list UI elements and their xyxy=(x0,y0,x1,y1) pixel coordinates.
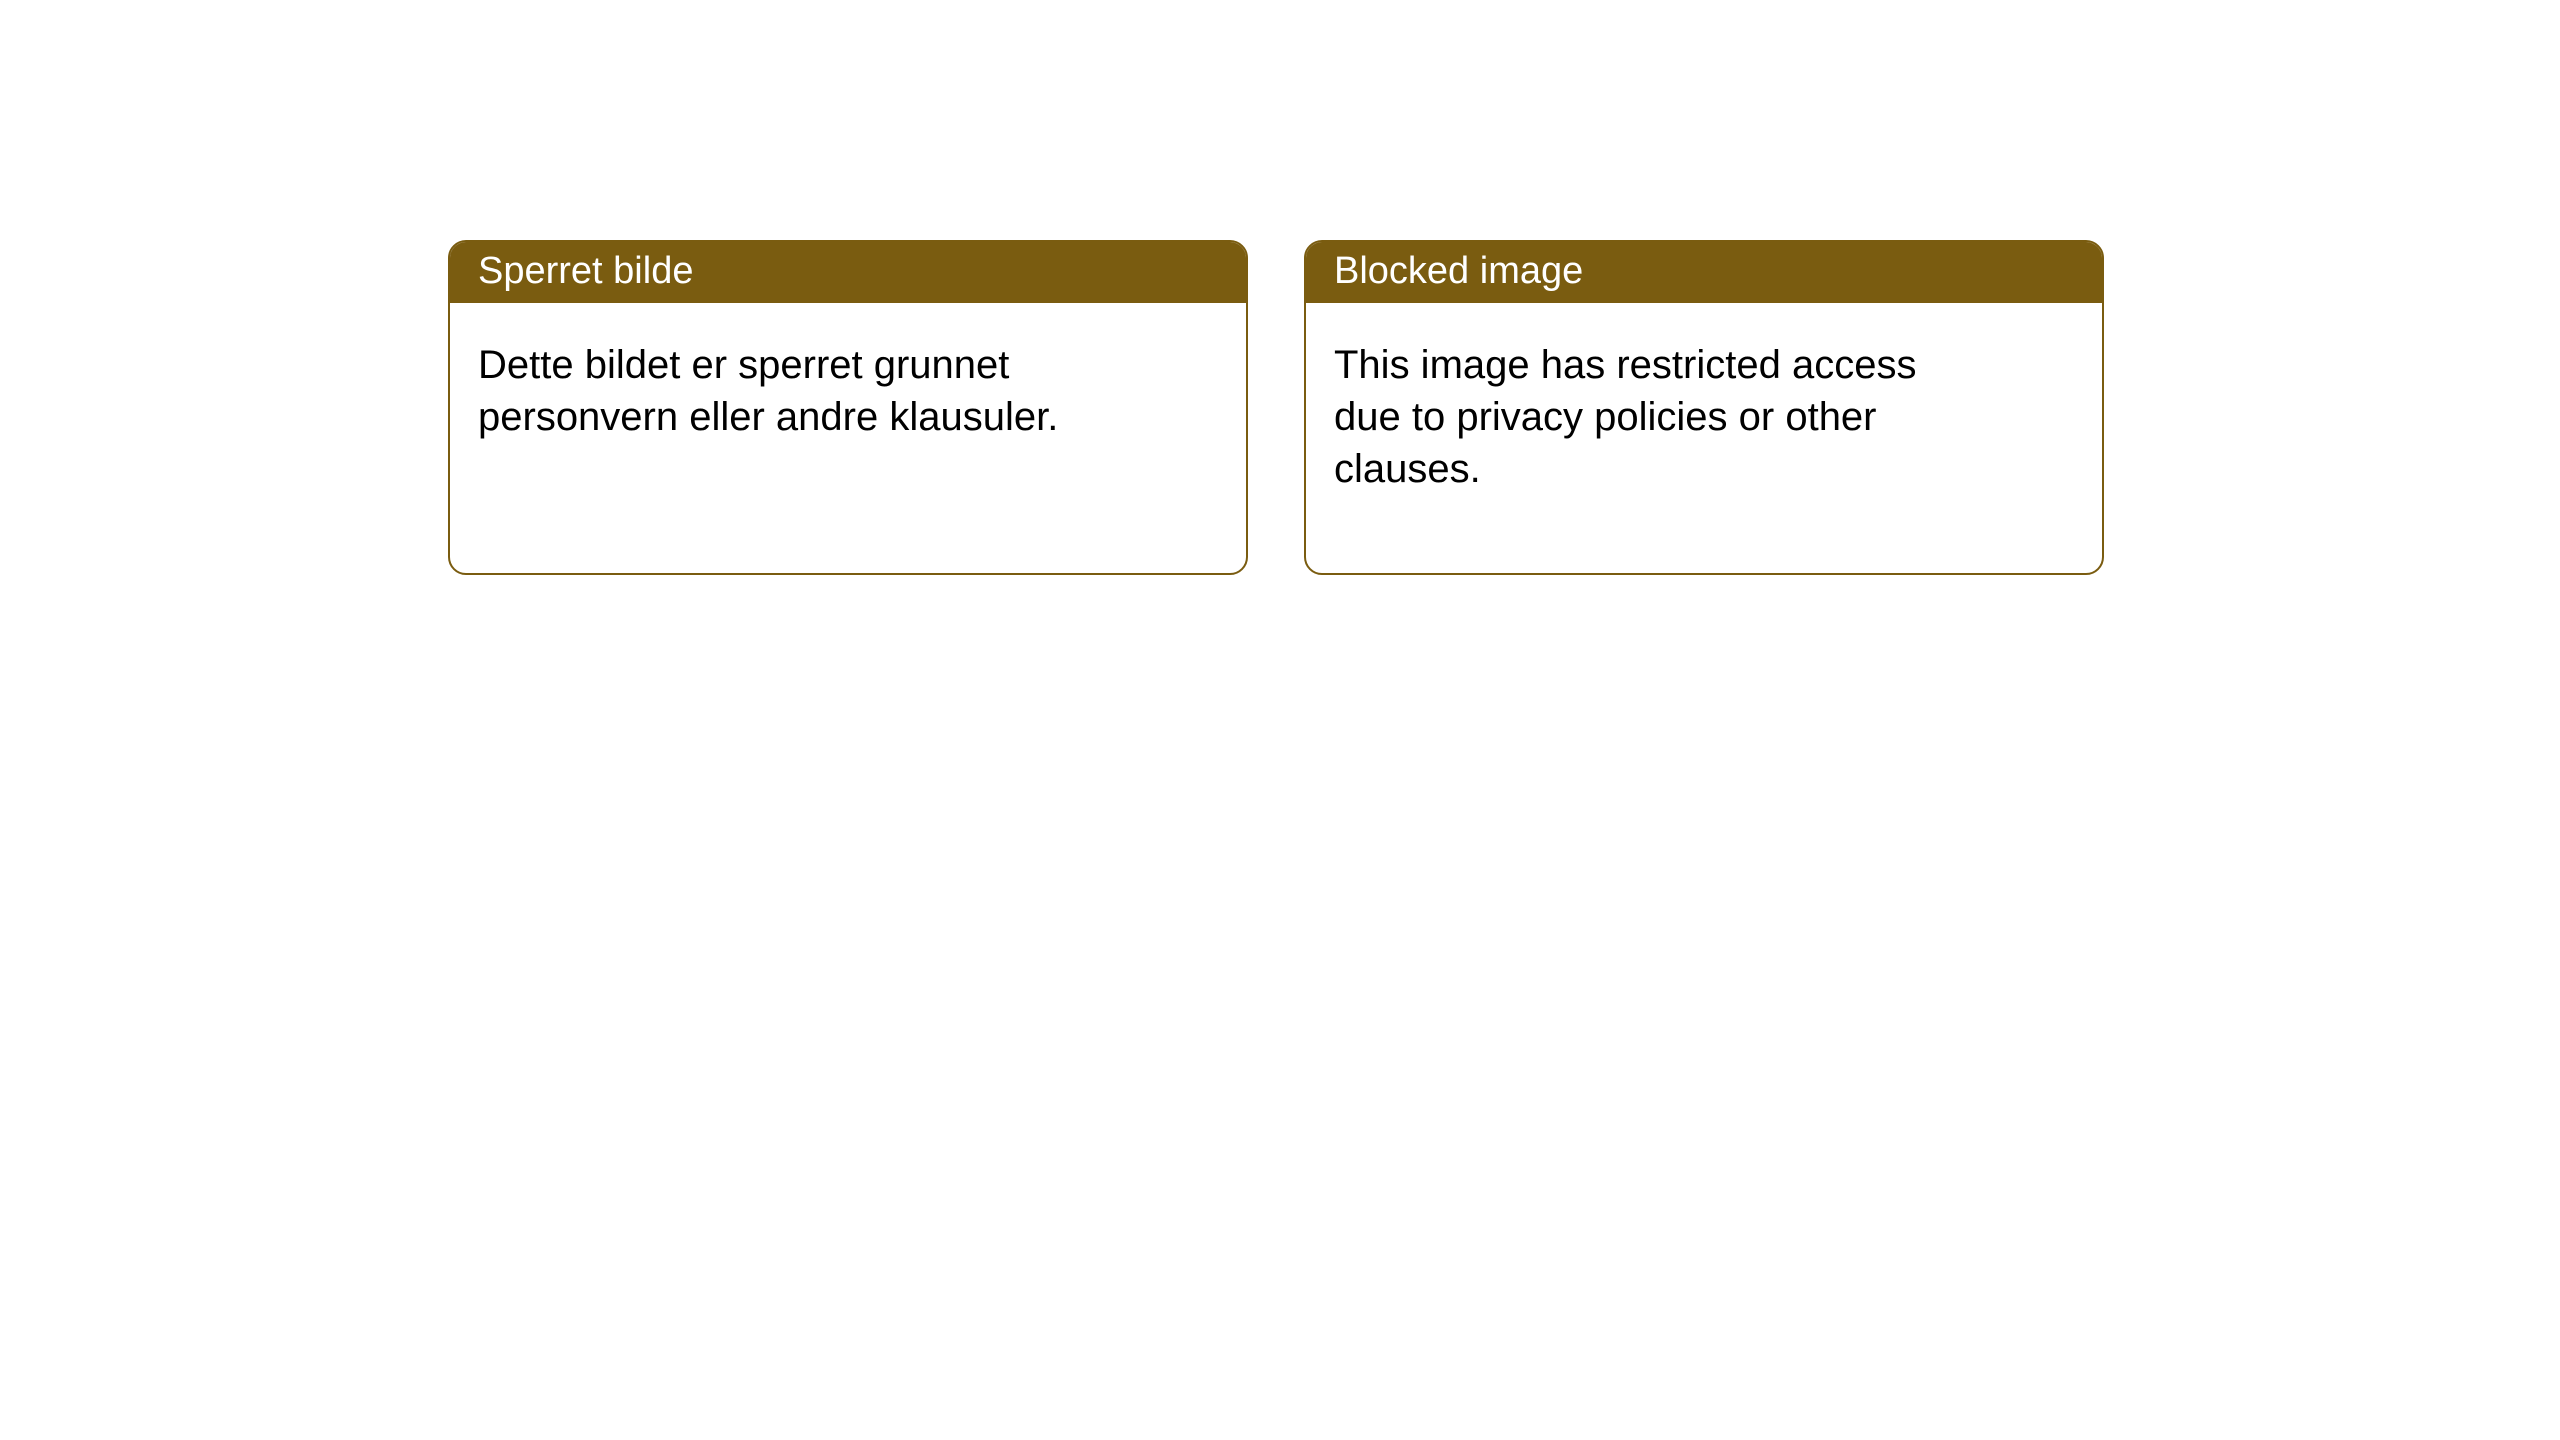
notice-card-english: Blocked image This image has restricted … xyxy=(1304,240,2104,575)
notice-container: Sperret bilde Dette bildet er sperret gr… xyxy=(0,0,2560,575)
notice-card-norwegian: Sperret bilde Dette bildet er sperret gr… xyxy=(448,240,1248,575)
notice-body: Dette bildet er sperret grunnet personve… xyxy=(450,303,1130,479)
notice-body: This image has restricted access due to … xyxy=(1306,303,1986,531)
notice-header: Sperret bilde xyxy=(450,242,1246,303)
notice-header: Blocked image xyxy=(1306,242,2102,303)
